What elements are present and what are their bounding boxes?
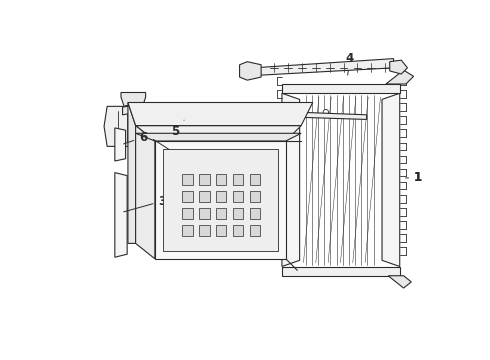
Polygon shape	[388, 276, 411, 288]
Circle shape	[269, 109, 274, 114]
Polygon shape	[163, 120, 172, 132]
Circle shape	[118, 237, 124, 243]
Polygon shape	[240, 62, 261, 80]
Polygon shape	[115, 128, 125, 161]
Text: 5: 5	[172, 120, 184, 138]
Text: 6: 6	[123, 131, 147, 144]
Circle shape	[118, 132, 122, 137]
Polygon shape	[216, 191, 226, 202]
Polygon shape	[216, 174, 226, 185]
Polygon shape	[233, 174, 244, 185]
Polygon shape	[182, 191, 193, 202]
Polygon shape	[136, 126, 301, 141]
Polygon shape	[249, 208, 260, 219]
Circle shape	[118, 149, 122, 154]
Polygon shape	[233, 225, 244, 236]
Polygon shape	[282, 93, 300, 266]
Polygon shape	[390, 60, 408, 74]
Text: 1: 1	[406, 171, 422, 184]
Circle shape	[215, 109, 221, 114]
Polygon shape	[282, 84, 400, 93]
Polygon shape	[249, 191, 260, 202]
Polygon shape	[233, 191, 244, 202]
Polygon shape	[136, 126, 155, 259]
Polygon shape	[233, 208, 244, 219]
Polygon shape	[199, 174, 210, 185]
Polygon shape	[249, 174, 260, 185]
Circle shape	[118, 183, 124, 189]
Circle shape	[118, 210, 124, 216]
Polygon shape	[122, 105, 132, 115]
Text: 7: 7	[249, 180, 270, 200]
Polygon shape	[125, 105, 367, 120]
Polygon shape	[216, 208, 226, 219]
Text: 2: 2	[153, 139, 194, 169]
Polygon shape	[282, 266, 400, 276]
Polygon shape	[104, 106, 163, 147]
Polygon shape	[155, 141, 286, 259]
Polygon shape	[182, 174, 193, 185]
Polygon shape	[199, 191, 210, 202]
Polygon shape	[182, 208, 193, 219]
Polygon shape	[128, 103, 313, 126]
Polygon shape	[249, 225, 260, 236]
Polygon shape	[386, 70, 414, 84]
Polygon shape	[382, 93, 400, 266]
Polygon shape	[199, 225, 210, 236]
Circle shape	[323, 109, 328, 115]
Circle shape	[161, 108, 167, 114]
Polygon shape	[182, 225, 193, 236]
Polygon shape	[163, 149, 278, 251]
Polygon shape	[136, 133, 301, 141]
Polygon shape	[216, 225, 226, 236]
Polygon shape	[128, 103, 136, 243]
Polygon shape	[199, 208, 210, 219]
Polygon shape	[253, 59, 393, 76]
Text: 4: 4	[345, 52, 354, 75]
Polygon shape	[121, 93, 146, 106]
Text: 3: 3	[123, 194, 167, 212]
Polygon shape	[115, 172, 127, 257]
Text: 1: 1	[414, 171, 422, 184]
